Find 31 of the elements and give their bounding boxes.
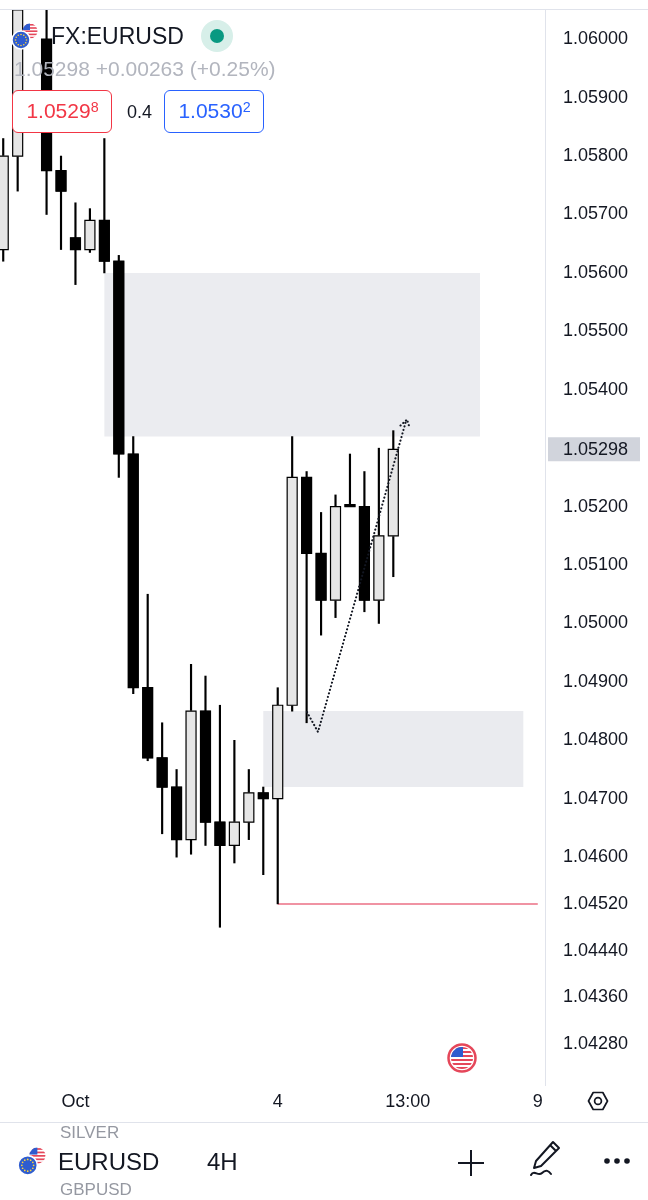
annotation: 1.0529$^{8}$ (26, 98, 99, 124)
x-tick-label: 13:00 (385, 1090, 431, 1111)
annotation: 1.0530$^{2}$ (178, 98, 251, 124)
y-tick-label: 1.04600 (563, 846, 629, 867)
y-tick-label: 1.05800 (563, 145, 629, 166)
text: 4H (207, 1147, 238, 1177)
y-tick-label: 1.05500 (563, 320, 629, 341)
y-tick-label: 1.05900 (563, 86, 629, 107)
x-tick-label: Oct (61, 1090, 90, 1111)
y-tick-label: 1.05400 (563, 378, 629, 399)
text: SILVER (60, 1123, 120, 1142)
y-tick-label: 1.05700 (563, 203, 629, 224)
y-tick-label: 1.04440 (563, 939, 629, 960)
x-tick-label: 4 (272, 1090, 283, 1111)
y-tick-label: 1.04360 (563, 986, 629, 1007)
text: GBPUSD (60, 1180, 132, 1199)
y-tick-label: 1.04520 (563, 892, 629, 913)
annotation: 0.4 (127, 101, 153, 124)
y-tick-label: 1.04700 (563, 787, 629, 808)
y-tick-label: 1.05200 (563, 495, 629, 516)
y-tick-label: 1.04900 (563, 670, 629, 691)
x-tick-label: 9 (532, 1090, 543, 1111)
text: EURUSD (58, 1147, 160, 1177)
text: FX:EURUSD (51, 22, 184, 50)
y-tick-label: 1.05100 (563, 554, 629, 574)
y-tick-label: 1.05600 (563, 261, 629, 282)
y-tick-label: 1.05000 (563, 612, 629, 633)
y-tick-label: 1.04280 (563, 1033, 629, 1054)
y-tick-label: 1.06000 (563, 28, 629, 49)
y-tick-label: 1.04800 (563, 729, 629, 750)
text: 1.05298 (563, 439, 629, 460)
